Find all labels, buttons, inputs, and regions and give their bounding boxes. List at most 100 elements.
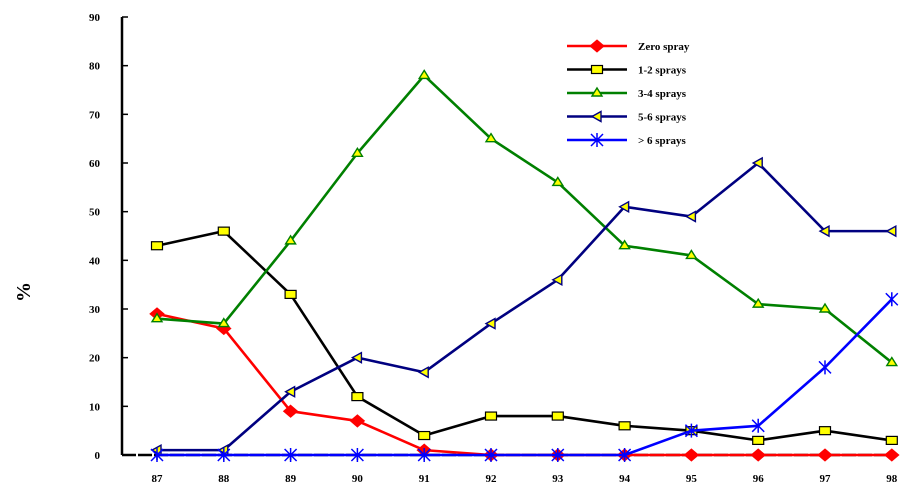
data-point (351, 392, 364, 402)
axes (120, 17, 890, 457)
series-line (156, 74, 893, 364)
x-tick-label: 90 (352, 473, 364, 485)
data-point (885, 435, 898, 445)
data-point (683, 448, 700, 462)
x-tick-label: 96 (753, 473, 765, 485)
y-tick-label: 0 (95, 450, 101, 462)
legend-marker (589, 39, 605, 53)
data-point (551, 411, 564, 421)
y-tick-label: 30 (89, 304, 101, 316)
data-point (818, 224, 830, 238)
data-point (618, 421, 631, 431)
data-point (751, 297, 765, 308)
data-point (217, 317, 231, 328)
data-point (885, 224, 897, 238)
data-point (417, 366, 429, 379)
data-point (418, 430, 431, 441)
x-axis-ticks: 87 88 89 90 91 92 93 94 95 96 97 98 (152, 455, 898, 485)
data-point (217, 448, 231, 462)
data-point (618, 200, 630, 213)
legend-label: Zero spray (638, 41, 690, 53)
data-point (284, 385, 296, 398)
data-point (150, 241, 164, 251)
data-point (551, 176, 565, 187)
data-point (885, 356, 899, 367)
data-point (551, 448, 565, 462)
data-point (751, 156, 763, 170)
data-point (751, 418, 765, 433)
legend-marker (590, 86, 604, 97)
x-tick-label: 94 (619, 473, 631, 485)
data-point (417, 448, 431, 462)
data-point (818, 360, 832, 375)
y-tick-label: 90 (89, 12, 101, 24)
x-tick-label: 87 (152, 473, 164, 485)
data-point (817, 448, 833, 462)
data-point (150, 448, 164, 462)
x-tick-label: 89 (285, 473, 297, 485)
data-point (284, 234, 297, 245)
data-point (417, 69, 431, 80)
legend-item: 1-2 sprays (567, 65, 687, 77)
y-tick-label: 60 (89, 158, 101, 170)
y-tick-label: 80 (89, 61, 101, 73)
data-point (618, 448, 632, 462)
y-tick-label: 50 (89, 207, 101, 219)
legend-marker (590, 133, 604, 147)
x-tick-label: 91 (419, 473, 430, 485)
legend-item: 5-6 sprays (567, 110, 687, 124)
legend-item: 3-4 sprays (567, 86, 687, 100)
y-axis-label: % (13, 282, 35, 302)
x-tick-label: 92 (486, 473, 498, 485)
data-point (150, 312, 164, 323)
x-tick-label: 98 (886, 473, 898, 485)
data-point (684, 423, 698, 438)
data-point (484, 132, 498, 143)
data-point (484, 317, 496, 330)
data-point (551, 273, 563, 286)
y-axis-ticks: 0 10 20 30 40 50 60 70 80 90 (89, 12, 128, 462)
x-tick-label: 97 (820, 473, 832, 485)
series-line (157, 298, 893, 457)
series-5 (150, 292, 899, 462)
series-3 (150, 69, 899, 367)
series-line (156, 229, 892, 442)
legend-marker (590, 64, 604, 75)
legend-item: Zero spray (567, 39, 690, 53)
series-1 (149, 307, 900, 462)
data-point (484, 411, 498, 421)
series-layer (149, 69, 900, 462)
data-point (282, 404, 299, 418)
legend-label: 5-6 sprays (638, 112, 687, 124)
legend: Zero spray 1-2 sprays 3-4 sprays 5-6 sprays… (567, 39, 690, 147)
data-point (750, 448, 766, 462)
series-line (157, 161, 892, 452)
data-point (684, 210, 697, 223)
y-tick-label: 40 (89, 255, 101, 267)
legend-label: 1-2 sprays (638, 65, 687, 77)
series-2 (150, 226, 898, 445)
legend-marker (590, 110, 602, 123)
series-line (156, 312, 892, 457)
data-point (618, 239, 631, 250)
data-point (350, 351, 363, 364)
legend-item: > 6 sprays (567, 133, 687, 147)
x-tick-label: 95 (686, 473, 698, 485)
data-point (284, 289, 297, 299)
data-point (884, 448, 900, 462)
legend-label: > 6 sprays (638, 135, 687, 147)
legend-label: 3-4 sprays (638, 88, 687, 100)
data-point (685, 249, 698, 260)
data-point (484, 448, 498, 462)
x-tick-label: 93 (552, 473, 564, 485)
data-point (885, 292, 899, 307)
data-point (818, 426, 832, 436)
data-point (351, 146, 364, 157)
x-tick-label: 88 (218, 473, 230, 485)
y-tick-label: 70 (89, 109, 101, 121)
data-point (752, 435, 765, 445)
y-tick-label: 10 (89, 401, 101, 413)
y-tick-label: 20 (89, 353, 101, 365)
data-point (217, 226, 230, 236)
